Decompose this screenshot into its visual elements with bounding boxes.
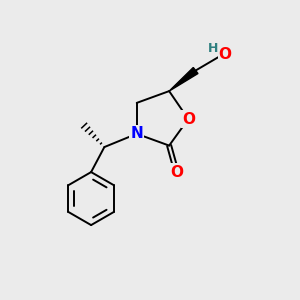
Text: H: H [208,42,218,55]
Text: O: O [219,47,232,62]
Text: O: O [182,112,195,127]
Text: N: N [130,126,143,141]
Text: O: O [170,165,183,180]
Polygon shape [169,68,198,91]
